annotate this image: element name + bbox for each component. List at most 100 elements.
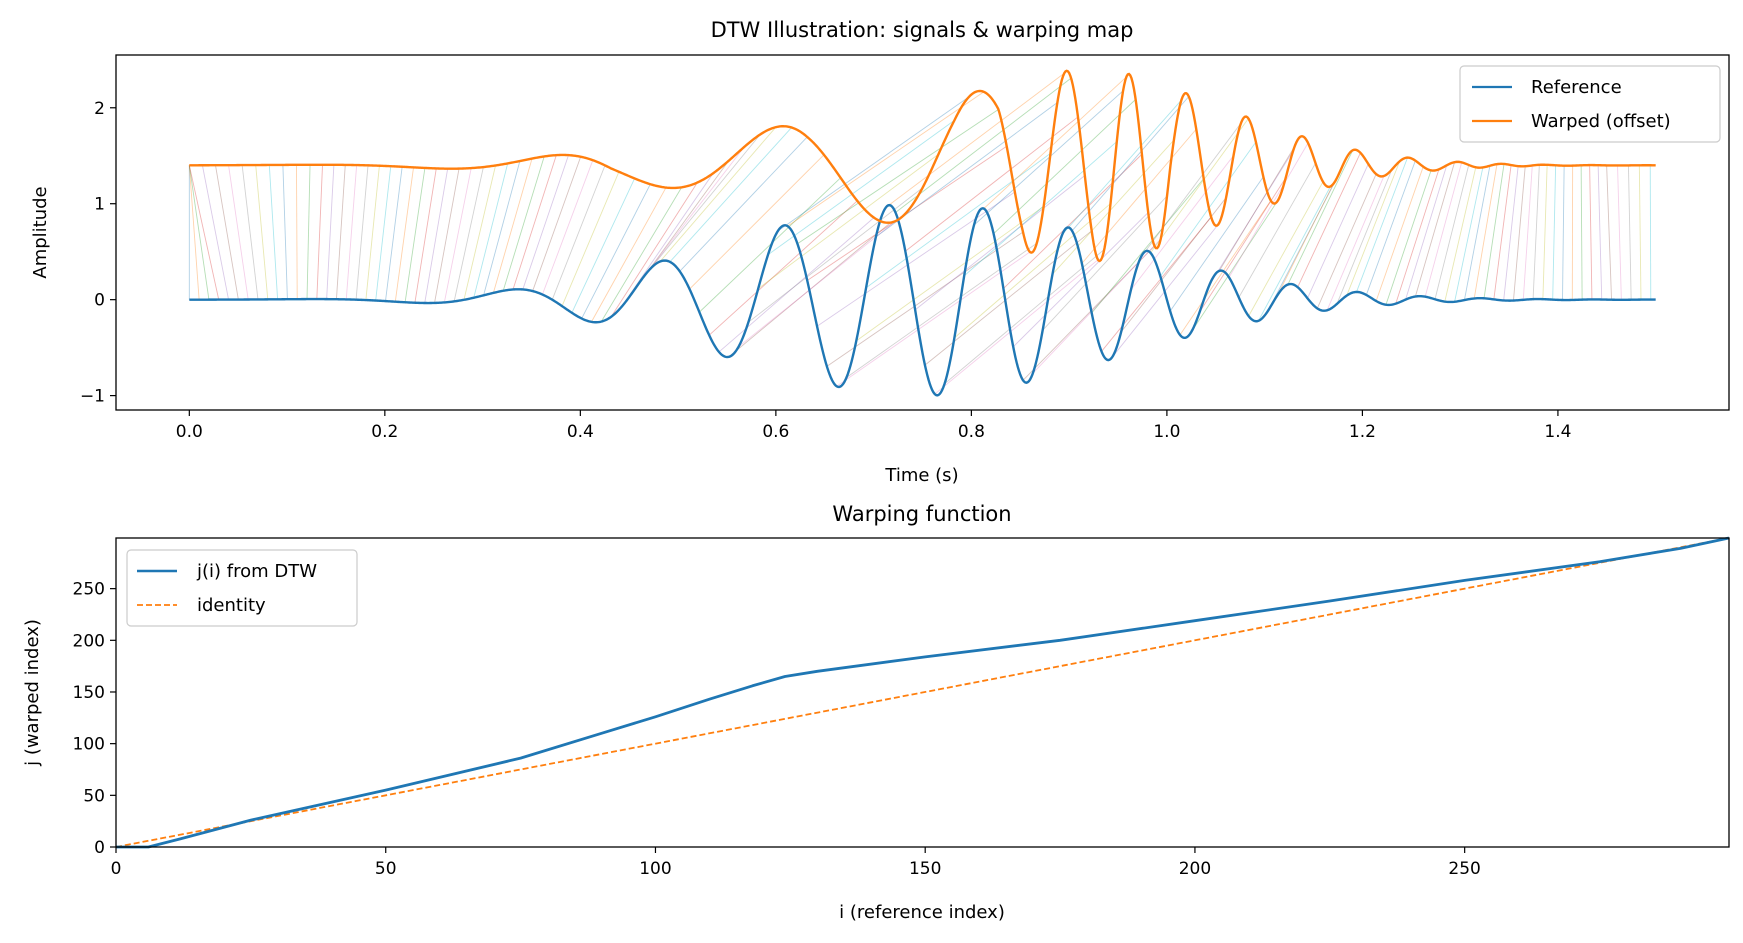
warping-panel: Warping function 0 50 100 150 200 250 0 50 100 1… xyxy=(22,502,1730,923)
warping-connector xyxy=(1405,165,1448,300)
warping-connector xyxy=(201,165,229,300)
warping-connector xyxy=(836,251,1031,387)
warping-connector xyxy=(973,90,1124,226)
warping-connector xyxy=(1052,139,1175,275)
warping-connector xyxy=(983,73,1130,209)
warping-connector xyxy=(282,164,288,300)
warping-connector xyxy=(1258,186,1331,322)
x-tick-label: 1.2 xyxy=(1349,422,1376,442)
warping-connector xyxy=(914,175,1086,311)
warping-connector xyxy=(934,259,1099,395)
y-tick-label: 50 xyxy=(83,786,105,806)
warping-connector xyxy=(1562,165,1565,301)
warping-connector xyxy=(522,154,569,290)
warping-connector xyxy=(255,165,269,300)
reference-series-line xyxy=(189,203,1656,397)
warping-connector xyxy=(1042,195,1168,331)
warping-connector xyxy=(1580,165,1583,300)
x-tick-label: 0.6 xyxy=(762,422,789,442)
warping-connector xyxy=(1493,164,1512,300)
warping-x-label: i (reference index) xyxy=(839,902,1005,923)
warping-y-label: j (warped index) xyxy=(22,619,43,767)
warping-y-ticks: 0 50 100 150 200 250 xyxy=(73,580,116,858)
warping-connector xyxy=(1297,152,1361,288)
warping-connector xyxy=(424,168,449,304)
warping-connector xyxy=(1617,165,1622,300)
warping-connector xyxy=(757,153,939,289)
x-tick-label: 50 xyxy=(375,859,397,879)
warping-connector xyxy=(365,165,380,301)
warping-connector xyxy=(1395,169,1440,304)
warping-connector xyxy=(846,242,1038,378)
signals-title: DTW Illustration: signals & warping map xyxy=(711,18,1134,42)
warping-connector xyxy=(1638,165,1642,300)
warping-connector xyxy=(463,165,496,300)
warping-connector xyxy=(679,136,808,272)
warping-connector xyxy=(1597,165,1603,300)
warping-connector xyxy=(326,164,335,300)
x-tick-label: 1.4 xyxy=(1544,422,1571,442)
warping-connector xyxy=(1385,170,1432,305)
warping-connector xyxy=(1424,162,1463,297)
warping-connector xyxy=(1365,160,1416,296)
warping-connector xyxy=(924,230,1092,366)
warping-connector xyxy=(610,182,698,318)
warping-connector xyxy=(1199,177,1287,313)
warping-connector xyxy=(944,249,1105,385)
warping-connector xyxy=(228,165,249,300)
x-tick-label: 0.0 xyxy=(176,422,203,442)
warping-connector xyxy=(1552,165,1557,300)
legend-dtw-label: j(i) from DTW xyxy=(196,561,317,582)
warping-connector xyxy=(404,167,426,303)
y-tick-label: 1 xyxy=(94,195,105,215)
warping-connector xyxy=(826,231,1024,367)
warping-connector xyxy=(1606,165,1612,300)
y-tick-label: −1 xyxy=(80,387,105,407)
x-tick-label: 100 xyxy=(639,859,671,879)
y-tick-label: 2 xyxy=(94,99,105,119)
warping-connector xyxy=(375,166,392,301)
warping-connector xyxy=(1228,142,1309,278)
warping-connector xyxy=(1022,245,1155,381)
signals-legend-box xyxy=(1459,65,1721,143)
warping-title: Warping function xyxy=(832,502,1011,526)
warping-connector xyxy=(1091,178,1205,314)
warping-connector xyxy=(591,187,667,323)
warping-connector xyxy=(316,164,323,300)
warping-connector xyxy=(699,177,841,313)
warping-connector xyxy=(542,160,594,295)
warping-connector xyxy=(767,120,955,256)
warping-connector xyxy=(561,171,620,307)
warping-connector xyxy=(345,165,358,300)
warping-connector xyxy=(1012,212,1149,348)
warping-connector xyxy=(551,165,606,300)
warping-connector xyxy=(1081,128,1197,264)
warping-connector xyxy=(738,212,907,348)
identity-series-line xyxy=(115,537,1730,848)
warping-connector xyxy=(1444,167,1477,302)
warping-connector xyxy=(1209,150,1294,286)
x-tick-label: 200 xyxy=(1179,859,1211,879)
x-tick-label: 0.4 xyxy=(567,422,594,442)
signals-y-label: Amplitude xyxy=(30,186,51,278)
x-tick-label: 1.0 xyxy=(1153,422,1180,442)
warping-connector xyxy=(188,165,210,300)
warping-connector xyxy=(1542,164,1548,300)
warping-connector xyxy=(268,164,279,300)
warping-connector xyxy=(1454,167,1484,302)
y-tick-label: 150 xyxy=(73,683,105,703)
warping-connector xyxy=(188,165,200,300)
warping-connector xyxy=(502,156,545,291)
warping-connector xyxy=(571,178,636,313)
warping-connector xyxy=(659,126,777,262)
warping-connector xyxy=(1356,157,1408,293)
warping-connector xyxy=(1130,155,1234,291)
warping-connector xyxy=(865,153,1051,289)
warping-connector xyxy=(1120,197,1227,333)
warping-connector xyxy=(473,163,509,298)
warping-connector xyxy=(1316,173,1377,309)
warping-connector xyxy=(787,91,985,227)
warping-connector xyxy=(443,168,472,303)
warping-connector xyxy=(895,77,1072,213)
